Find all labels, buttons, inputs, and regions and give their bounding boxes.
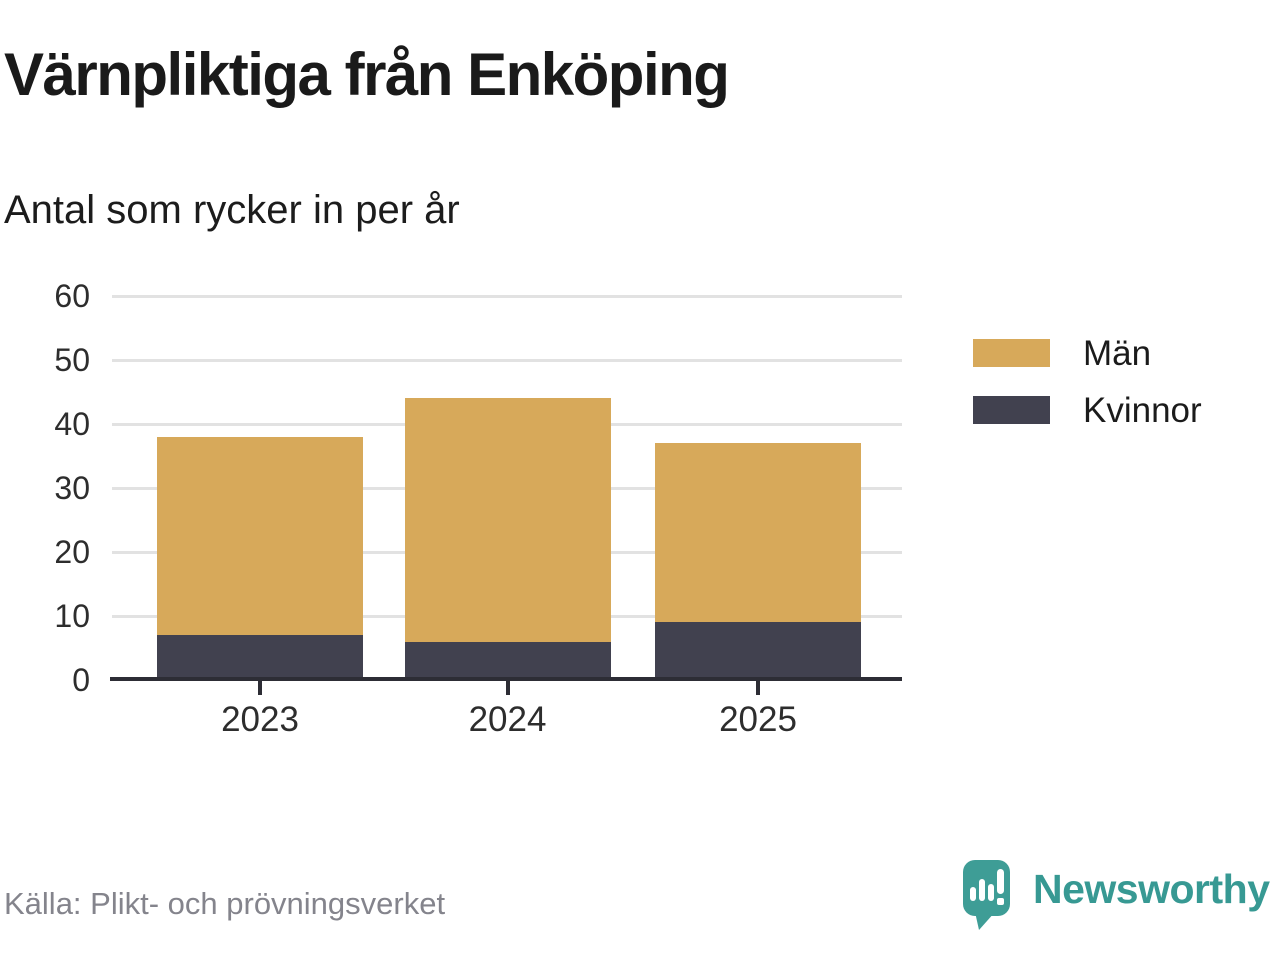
x-tick-mark-2025 <box>756 681 760 695</box>
x-tick-mark-2023 <box>258 681 262 695</box>
x-axis-label-2025: 2025 <box>719 700 797 739</box>
y-axis-label-20: 20 <box>54 534 90 570</box>
legend-item-Kvinnor: Kvinnor <box>973 393 1202 428</box>
y-axis-label-60: 60 <box>54 278 90 314</box>
y-axis-label-0: 0 <box>72 662 90 698</box>
gridline-60 <box>112 295 902 298</box>
bar-2024-Män <box>404 398 611 642</box>
newsworthy-logo-icon <box>963 860 1010 930</box>
source-note: Källa: Plikt- och prövningsverket <box>4 886 446 921</box>
y-axis-label-40: 40 <box>54 406 90 442</box>
legend-item-Män: Män <box>973 336 1202 371</box>
newsworthy-logo: Newsworthy <box>963 860 1270 932</box>
chart-legend: Män Kvinnor <box>973 336 1202 453</box>
bar-2024-Kvinnor <box>404 641 611 680</box>
y-axis-label-10: 10 <box>54 598 90 634</box>
gridline-50 <box>112 359 902 362</box>
bar-2023-Män <box>157 436 363 636</box>
bar-2025-Kvinnor <box>655 622 861 680</box>
legend-swatch-Kvinnor <box>973 396 1050 424</box>
legend-swatch-Män <box>973 339 1050 367</box>
legend-label-Kvinnor: Kvinnor <box>1083 390 1202 430</box>
legend-label-Män: Män <box>1083 333 1152 373</box>
bar-2025-Män <box>655 443 861 623</box>
x-axis-line <box>110 677 902 681</box>
x-axis-label-2024: 2024 <box>468 700 547 739</box>
y-axis-label-50: 50 <box>54 342 90 378</box>
x-axis-label-2023: 2023 <box>221 700 299 739</box>
x-tick-mark-2024 <box>505 681 510 695</box>
bar-2023-Kvinnor <box>157 635 363 680</box>
newsworthy-logo-text: Newsworthy <box>1033 866 1270 912</box>
page-subtitle: Antal som rycker in per år <box>4 188 460 232</box>
y-axis-label-30: 30 <box>54 470 90 506</box>
page-title: Värnpliktiga från Enköping <box>4 41 730 108</box>
